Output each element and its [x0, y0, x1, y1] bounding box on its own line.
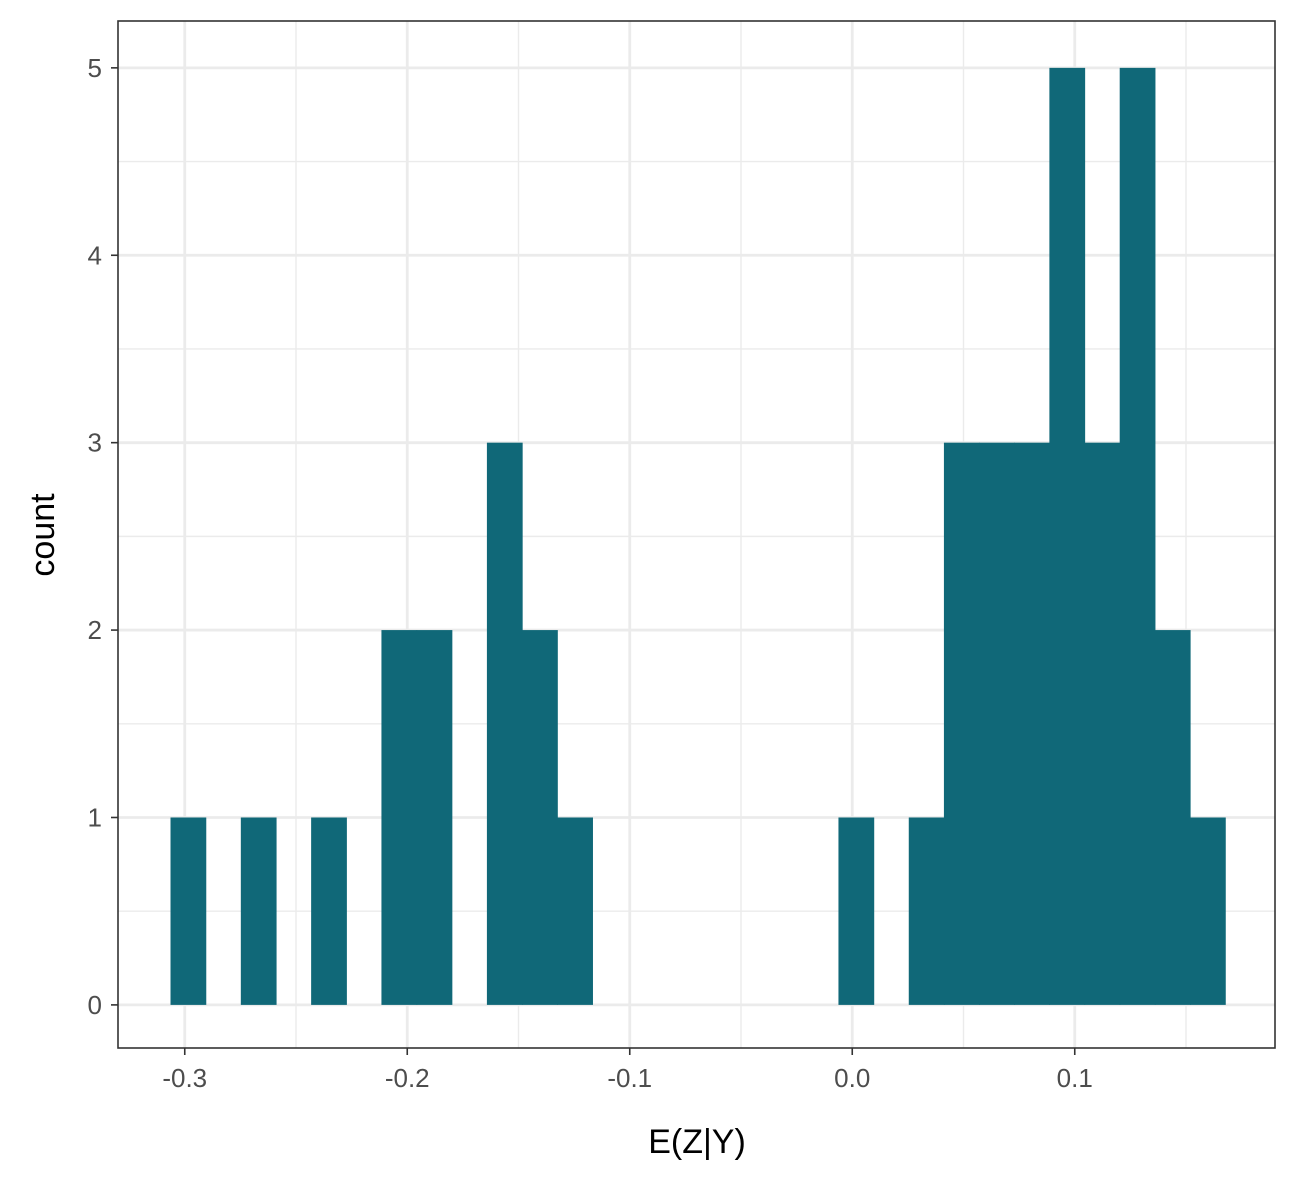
- y-axis-ticks: 0 1 2 3 4 5: [88, 53, 118, 1020]
- y-tick-label: 1: [88, 802, 102, 832]
- y-tick-label: 5: [88, 53, 102, 83]
- histogram-bar: [1084, 442, 1121, 1005]
- y-tick-label: 4: [88, 240, 102, 270]
- y-axis-title: count: [24, 493, 62, 577]
- histogram-bar: [170, 817, 207, 1005]
- x-axis-title: E(Z|Y): [648, 1123, 746, 1161]
- histogram-bar: [908, 817, 945, 1005]
- histogram-bar: [381, 630, 418, 1005]
- histogram-bar: [416, 630, 453, 1005]
- histogram-bar: [311, 817, 347, 1005]
- histogram-bar: [943, 442, 980, 1005]
- x-tick-label: 0.1: [1057, 1063, 1093, 1093]
- x-tick-label: -0.3: [162, 1063, 207, 1093]
- x-tick-label: -0.1: [607, 1063, 652, 1093]
- histogram-bar: [1119, 67, 1156, 1005]
- histogram-bar: [1049, 67, 1086, 1005]
- histogram-bar: [979, 442, 1015, 1005]
- histogram-bar: [240, 817, 277, 1005]
- histogram-bar: [838, 817, 875, 1005]
- histogram-bars: [170, 67, 1226, 1005]
- x-axis-ticks: -0.3 -0.2 -0.1 0.0 0.1: [162, 1048, 1093, 1093]
- histogram-bar: [557, 817, 593, 1005]
- histogram-bar: [1014, 442, 1050, 1005]
- histogram-bar: [522, 630, 558, 1005]
- x-tick-label: 0.0: [834, 1063, 870, 1093]
- histogram-bar: [1154, 630, 1191, 1005]
- histogram-bar: [1190, 817, 1226, 1005]
- x-tick-label: -0.2: [385, 1063, 430, 1093]
- y-tick-label: 3: [88, 428, 102, 458]
- panel-border: [117, 20, 1276, 1049]
- histogram-bar: [486, 442, 523, 1005]
- y-tick-label: 0: [88, 990, 102, 1020]
- y-tick-label: 2: [88, 615, 102, 645]
